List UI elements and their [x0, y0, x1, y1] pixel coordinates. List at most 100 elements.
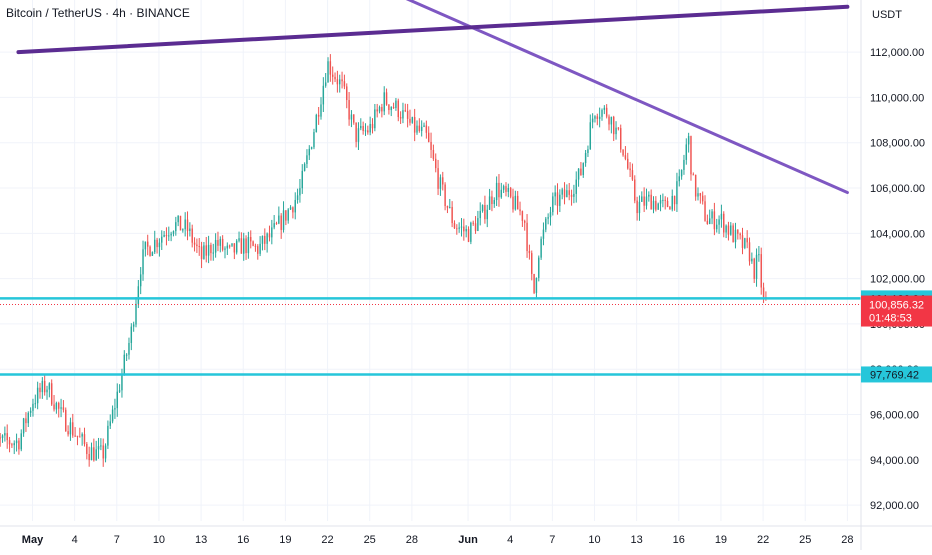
candle-body	[486, 209, 488, 220]
currency-label[interactable]: USDT	[872, 9, 902, 21]
candle-body	[648, 194, 650, 197]
candle-body	[762, 287, 765, 297]
candle-body	[334, 76, 336, 80]
candle-body	[289, 207, 292, 210]
candle-body	[50, 383, 53, 405]
candle-body	[142, 249, 144, 275]
candle-body	[521, 211, 524, 221]
candle-body	[409, 118, 411, 123]
candle-body	[713, 211, 716, 230]
candle-body	[584, 152, 587, 164]
candle-body	[104, 445, 107, 459]
price-tick-label: 92,000.00	[870, 500, 919, 512]
candle-body	[577, 168, 580, 180]
time-tick-label: 28	[841, 534, 853, 546]
candle-body	[149, 246, 151, 256]
candle-body	[533, 273, 535, 293]
candle-body	[746, 238, 748, 243]
candle-body	[568, 190, 570, 195]
candle-body	[624, 155, 627, 159]
symbol-title[interactable]: Bitcoin / TetherUS · 4h · BINANCE	[6, 6, 190, 20]
candle-body	[285, 210, 287, 221]
candle-body	[404, 110, 407, 112]
candle-body	[488, 196, 491, 210]
time-tick-label: 7	[114, 534, 120, 546]
time-tick-label: 10	[153, 534, 165, 546]
candle-body	[111, 409, 114, 422]
candle-body	[353, 114, 355, 123]
candle-body	[669, 206, 671, 210]
candle-body	[634, 179, 636, 201]
price-axis[interactable]: 92,000.0094,000.0096,000.0098,000.00100,…	[860, 0, 925, 550]
candle-body	[301, 170, 303, 189]
candle-body	[528, 251, 531, 254]
candle-body	[341, 79, 343, 82]
candle-body	[76, 435, 79, 437]
candle-body	[339, 79, 341, 85]
candle-body	[219, 238, 222, 246]
candle-body	[605, 107, 608, 117]
candle-body	[355, 122, 357, 142]
candle-body	[259, 243, 261, 254]
candle-body	[261, 235, 264, 244]
candle-body	[43, 380, 46, 393]
candle-body	[615, 127, 617, 135]
candle-body	[507, 187, 510, 192]
candle-body	[708, 218, 711, 224]
candle-body	[32, 403, 34, 411]
candle-body	[123, 354, 126, 375]
candle-body	[203, 245, 205, 259]
time-tick-label: 7	[549, 534, 555, 546]
time-axis[interactable]: May 4 7 10 13 16 19 22 25 28 Jun 4 7 10 13 16 19 22 25 28	[0, 525, 932, 546]
candle-body	[413, 117, 416, 133]
time-tick-label: 16	[673, 534, 685, 546]
candle-body	[523, 220, 526, 223]
candle-body	[207, 244, 210, 256]
candle-body	[442, 177, 444, 185]
candle-body	[744, 238, 746, 248]
candle-body	[362, 125, 364, 132]
candle-body	[182, 229, 184, 231]
candle-body	[575, 179, 577, 194]
candle-body	[212, 252, 215, 254]
candle-body	[79, 436, 81, 438]
candle-body	[437, 168, 439, 189]
candle-body	[189, 228, 191, 232]
candle-body	[734, 229, 737, 243]
grid-layer	[0, 0, 861, 521]
candle-body	[240, 238, 243, 254]
candle-body	[60, 407, 62, 409]
candle-body	[418, 125, 421, 131]
candle-body	[730, 225, 732, 235]
candle-body	[364, 130, 367, 132]
candle-body	[425, 125, 428, 133]
candle-body	[158, 242, 161, 248]
candle-body	[596, 116, 599, 119]
candle-body	[601, 109, 603, 117]
candle-body	[250, 237, 252, 242]
candle-body	[737, 229, 739, 234]
candle-body	[81, 434, 83, 437]
candle-body	[641, 196, 643, 202]
candle-body	[175, 222, 177, 232]
candle-body	[451, 206, 453, 224]
candle-body	[58, 403, 60, 409]
candle-body	[170, 233, 172, 236]
candle-body	[374, 109, 376, 129]
candle-body	[498, 182, 500, 198]
candle-body	[273, 223, 275, 228]
candle-body	[320, 104, 322, 117]
candle-body	[317, 114, 320, 117]
candle-body	[755, 254, 758, 279]
candle-body	[360, 125, 362, 129]
candle-body	[165, 234, 168, 237]
candle-body	[327, 61, 329, 83]
candle-body	[526, 222, 528, 252]
candle-body	[680, 169, 683, 177]
candle-body	[39, 387, 41, 393]
candle-body	[233, 243, 236, 253]
candle-body	[1, 435, 4, 438]
